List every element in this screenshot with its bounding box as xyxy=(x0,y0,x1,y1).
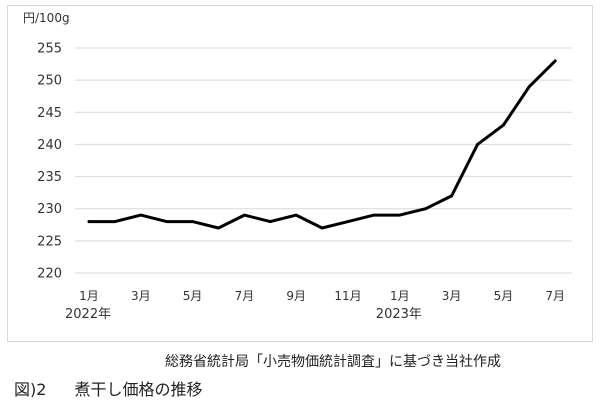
data-point-4 xyxy=(191,220,195,223)
price-line-chart: 円/100g 220 225 230 235 240 245 250 255 1月 3月 5月 7月 9月… xyxy=(23,11,572,322)
x-tick-label-16: 5月 xyxy=(494,289,514,303)
x-tick-label-12: 1月 xyxy=(390,289,410,303)
data-point-12 xyxy=(398,213,402,217)
data-point-3 xyxy=(165,220,169,223)
x-tick-label-8: 9月 xyxy=(286,289,306,303)
data-point-9 xyxy=(320,226,324,230)
y-tick-label-245: 245 xyxy=(37,106,62,121)
data-point-11 xyxy=(372,213,376,217)
y-tick-label-220: 220 xyxy=(37,267,62,282)
x-year-label-0: 2022年 xyxy=(65,307,111,322)
data-point-0 xyxy=(87,220,91,223)
data-point-15 xyxy=(476,143,479,146)
y-tick-label-250: 250 xyxy=(37,74,62,89)
data-point-2 xyxy=(139,213,143,217)
data-point-16 xyxy=(502,123,505,127)
x-tick-label-6: 7月 xyxy=(235,289,255,303)
y-tick-label-240: 240 xyxy=(37,138,62,153)
x-tick-label-14: 3月 xyxy=(442,289,462,303)
data-point-18 xyxy=(553,59,557,63)
x-tick-label-18: 7月 xyxy=(545,289,565,303)
x-tick-label-0: 1月 xyxy=(79,289,99,303)
chart-frame xyxy=(7,5,593,342)
x-tick-label-4: 5月 xyxy=(183,289,203,303)
y-tick-label-255: 255 xyxy=(37,42,62,57)
figure-caption: 図)2 煮干し価格の推移 xyxy=(14,376,202,400)
x-year-label-12: 2023年 xyxy=(376,307,422,322)
data-point-5 xyxy=(217,226,220,230)
data-point-8 xyxy=(294,213,298,217)
data-point-6 xyxy=(243,213,246,217)
figure-title: 煮干し価格の推移 xyxy=(74,380,203,399)
y-tick-label-230: 230 xyxy=(37,202,62,217)
y-tick-label-225: 225 xyxy=(37,234,62,249)
data-point-1 xyxy=(113,220,117,223)
y-tick-label-235: 235 xyxy=(37,170,62,185)
data-point-13 xyxy=(424,207,428,211)
x-tick-label-10: 11月 xyxy=(334,289,361,303)
source-note: 総務省統計局「小売物価統計調査」に基づき当社作成 xyxy=(165,354,501,370)
x-tick-label-2: 3月 xyxy=(131,289,151,303)
y-axis-unit-label: 円/100g xyxy=(23,11,70,25)
data-point-7 xyxy=(268,220,272,223)
figure-number: 図)2 xyxy=(14,380,47,399)
data-point-10 xyxy=(346,220,350,223)
data-point-17 xyxy=(527,85,531,88)
data-point-14 xyxy=(450,194,453,198)
